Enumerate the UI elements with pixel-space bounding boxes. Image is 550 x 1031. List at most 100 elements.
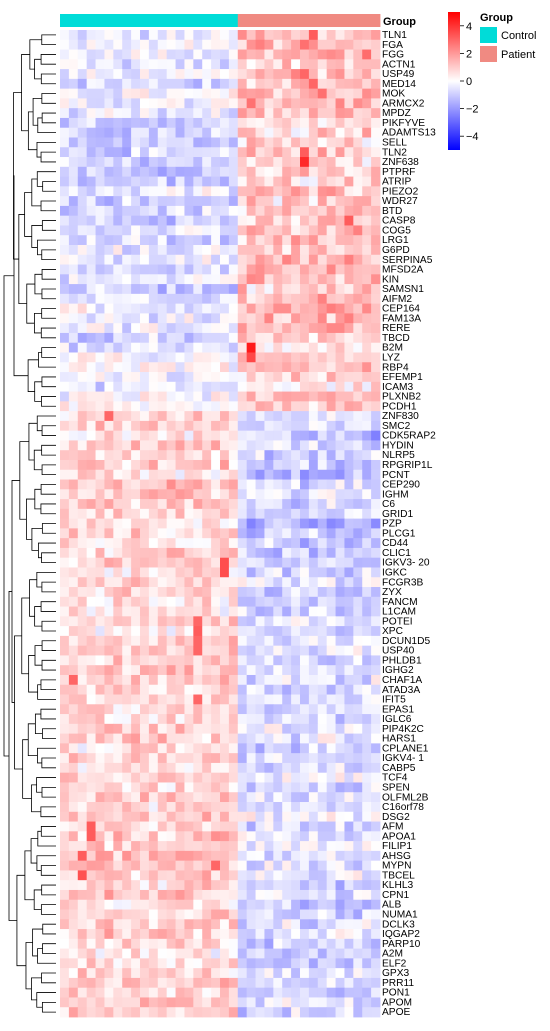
heatmap-cell <box>300 137 310 148</box>
heatmap-cell <box>237 821 248 832</box>
heatmap-cell <box>326 811 336 822</box>
heatmap-cell <box>317 440 328 451</box>
heatmap-cell <box>326 889 336 901</box>
heatmap-cell <box>184 577 194 588</box>
heatmap-cell <box>86 127 96 138</box>
heatmap-cell <box>237 860 248 871</box>
heatmap-cell <box>273 205 283 217</box>
heatmap-cell <box>308 958 319 969</box>
heatmap-cell <box>291 674 301 686</box>
heatmap-cell <box>211 332 221 344</box>
heatmap-cell <box>166 538 176 549</box>
heatmap-cell <box>113 645 123 656</box>
heatmap-cell <box>211 538 221 549</box>
heatmap-cell <box>202 489 212 500</box>
heatmap-cell <box>95 323 105 334</box>
heatmap-cell <box>113 694 123 705</box>
heatmap-cell <box>220 489 230 500</box>
heatmap-cell <box>282 733 292 744</box>
heatmap-cell <box>166 958 176 969</box>
heatmap-cell <box>77 39 88 50</box>
heatmap-cell <box>60 30 70 41</box>
heatmap-cell <box>157 489 168 500</box>
heatmap-cell <box>184 929 194 940</box>
heatmap-cell <box>317 78 328 90</box>
heatmap-cell <box>237 567 248 578</box>
heatmap-cell <box>166 78 176 90</box>
heatmap-cell <box>166 30 176 41</box>
heatmap-cell <box>282 284 292 295</box>
heatmap-cell <box>140 596 150 607</box>
heatmap-cell <box>184 205 194 217</box>
heatmap-cell <box>77 225 88 236</box>
heatmap-cell <box>344 889 354 901</box>
heatmap-cell <box>211 440 221 451</box>
heatmap-cell <box>335 958 345 969</box>
heatmap-cell <box>131 802 141 813</box>
heatmap-cell <box>335 30 345 41</box>
heatmap-cell <box>104 1007 114 1018</box>
heatmap-cell <box>371 450 381 461</box>
heatmap-cell <box>211 362 221 373</box>
heatmap-cell <box>308 235 319 246</box>
heatmap-cell <box>68 850 79 862</box>
heatmap-cell <box>193 108 203 119</box>
heatmap-cell <box>273 870 283 881</box>
heatmap-cell <box>344 792 354 803</box>
heatmap-cell <box>264 626 274 637</box>
heatmap-cell <box>157 714 168 725</box>
heatmap-cell <box>237 704 248 715</box>
heatmap-cell <box>362 899 372 910</box>
heatmap-cell <box>326 166 336 177</box>
heatmap-cell <box>237 714 248 725</box>
heatmap-cell <box>371 958 381 969</box>
heatmap-cell <box>255 577 265 588</box>
heatmap-cell <box>77 254 88 265</box>
heatmap-cell <box>264 733 274 744</box>
heatmap-cell <box>317 108 328 119</box>
heatmap-cell <box>202 479 212 490</box>
heatmap-cell <box>317 176 328 187</box>
heatmap-cell <box>291 147 301 158</box>
heatmap-cell <box>86 714 96 725</box>
heatmap-cell <box>157 743 168 754</box>
heatmap-cell <box>326 39 336 50</box>
heatmap-cell <box>131 284 141 295</box>
heatmap-cell <box>60 782 70 793</box>
heatmap-cell <box>77 215 88 226</box>
heatmap-cell <box>202 469 212 480</box>
heatmap-cell <box>344 127 354 138</box>
heatmap-cell <box>291 313 301 324</box>
heatmap-cell <box>344 596 354 607</box>
heatmap-cell <box>104 587 114 598</box>
heatmap-cell <box>317 811 328 822</box>
heatmap-cell <box>68 108 79 119</box>
heatmap-cell <box>228 166 239 177</box>
heatmap-cell <box>68 274 79 285</box>
heatmap-cell <box>86 108 96 119</box>
dendrogram-branch <box>40 708 56 720</box>
heatmap-cell <box>255 117 265 129</box>
heatmap-cell <box>255 802 265 813</box>
heatmap-cell <box>113 958 123 969</box>
heatmap-cell <box>255 147 265 158</box>
heatmap-cell <box>264 362 274 373</box>
heatmap-cell <box>237 587 248 598</box>
heatmap-cell <box>122 411 132 422</box>
heatmap-cell <box>157 831 168 842</box>
heatmap-cell <box>157 626 168 637</box>
gene-label: ALB <box>382 900 401 911</box>
heatmap-cell <box>95 606 105 617</box>
dendrogram-branch <box>31 977 42 1001</box>
heatmap-cell <box>308 626 319 637</box>
heatmap-cell <box>317 264 328 275</box>
heatmap-cell <box>131 665 141 676</box>
heatmap-cell <box>335 772 345 783</box>
heatmap-cell <box>344 293 354 305</box>
heatmap-cell <box>300 401 310 412</box>
heatmap-cell <box>175 88 185 99</box>
heatmap-cell <box>362 381 372 392</box>
heatmap-cell <box>237 49 248 60</box>
heatmap-cell <box>228 821 239 832</box>
heatmap-cell <box>184 762 194 774</box>
